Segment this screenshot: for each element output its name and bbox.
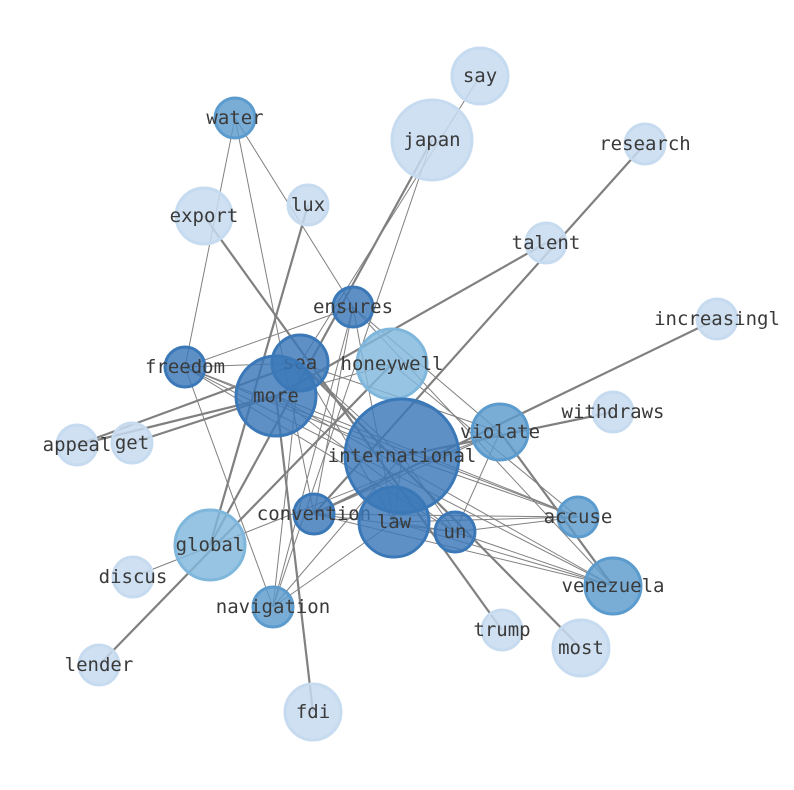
node-label: international	[328, 445, 477, 467]
node-talent[interactable]: talent	[512, 221, 581, 265]
node-circle[interactable]	[591, 390, 635, 434]
node-discus[interactable]: discus	[99, 555, 168, 599]
node-global[interactable]: global	[173, 508, 247, 582]
node-label: say	[463, 65, 497, 87]
node-withdraws[interactable]: withdraws	[562, 390, 665, 434]
edge-ensures-convention	[313, 306, 354, 515]
edge-export-trump	[203, 215, 503, 631]
edge-freedom-navigation	[184, 366, 274, 608]
node-circle[interactable]	[111, 555, 155, 599]
node-circle[interactable]	[695, 297, 739, 341]
node-label: japan	[403, 129, 460, 151]
node-label: freedom	[145, 356, 225, 378]
node-circle[interactable]	[174, 186, 234, 246]
node-label: violate	[460, 421, 540, 443]
node-circle[interactable]	[450, 46, 510, 106]
nodes-layer: say japan research water lux export talent ensu…	[43, 46, 780, 742]
node-circle[interactable]	[480, 608, 524, 652]
node-circle[interactable]	[292, 492, 336, 536]
node-circle[interactable]	[433, 510, 477, 554]
node-freedom[interactable]: freedom	[145, 345, 225, 389]
node-label: more	[253, 385, 299, 407]
node-fdi[interactable]: fdi	[283, 682, 343, 742]
node-label: discus	[99, 566, 168, 588]
node-label: most	[558, 637, 604, 659]
node-lux[interactable]: lux	[286, 183, 330, 227]
node-circle[interactable]	[163, 345, 207, 389]
node-circle[interactable]	[173, 508, 247, 582]
edge-violate-venezuela	[499, 431, 614, 587]
node-label: talent	[512, 232, 581, 254]
node-trump[interactable]: trump	[473, 608, 531, 652]
node-circle[interactable]	[213, 96, 257, 140]
node-label: honeywell	[341, 353, 444, 375]
node-label: withdraws	[562, 401, 665, 423]
node-label: fdi	[296, 701, 330, 723]
node-law[interactable]: law	[357, 485, 431, 559]
node-circle[interactable]	[623, 122, 667, 166]
node-label: ensures	[313, 296, 393, 318]
node-appeal[interactable]: appeal	[43, 423, 112, 467]
node-honeywell[interactable]: honeywell	[341, 327, 444, 401]
node-label: navigation	[216, 596, 330, 618]
edge-ensures-navigation	[272, 306, 354, 608]
node-label: venezuela	[562, 575, 665, 597]
edge-ensures-freedom	[184, 306, 354, 368]
node-circle[interactable]	[551, 618, 611, 678]
node-label: un	[444, 521, 467, 543]
edge-water-convention	[234, 117, 315, 515]
node-label: water	[206, 107, 263, 129]
edge-lender-honeywell	[98, 363, 393, 666]
node-venezuela[interactable]: venezuela	[562, 556, 665, 616]
node-label: law	[377, 511, 412, 533]
node-lender[interactable]: lender	[65, 643, 134, 687]
node-label: accuse	[544, 506, 613, 528]
node-ensures[interactable]: ensures	[313, 285, 393, 329]
edge-fdi-more	[274, 395, 315, 713]
node-circle[interactable]	[251, 585, 295, 629]
node-get[interactable]: get	[110, 421, 154, 465]
node-most[interactable]: most	[551, 618, 611, 678]
node-export[interactable]: export	[170, 186, 239, 246]
node-label: increasingl	[654, 308, 780, 330]
node-japan[interactable]: japan	[390, 98, 474, 182]
node-circle[interactable]	[583, 556, 643, 616]
node-circle[interactable]	[331, 285, 375, 329]
node-label: lender	[65, 654, 134, 676]
node-label: convention	[257, 503, 371, 525]
node-increasingl[interactable]: increasingl	[654, 297, 780, 341]
edge-most-sea	[299, 362, 582, 649]
node-circle[interactable]	[283, 682, 343, 742]
node-water[interactable]: water	[206, 96, 264, 140]
node-navigation[interactable]: navigation	[216, 585, 330, 629]
node-circle[interactable]	[556, 495, 600, 539]
node-circle[interactable]	[110, 421, 154, 465]
node-label: appeal	[43, 434, 112, 456]
node-un[interactable]: un	[433, 510, 477, 554]
node-research[interactable]: research	[599, 122, 691, 166]
node-circle[interactable]	[286, 183, 330, 227]
node-circle[interactable]	[524, 221, 568, 265]
node-label: research	[599, 133, 691, 155]
node-circle[interactable]	[470, 402, 530, 462]
node-more[interactable]: more	[234, 354, 318, 438]
node-label: lux	[291, 194, 325, 216]
edge-law-venezuela	[393, 521, 614, 587]
node-label: global	[176, 534, 245, 556]
node-convention[interactable]: convention	[257, 492, 371, 536]
node-circle[interactable]	[234, 354, 318, 438]
node-international[interactable]: international	[328, 397, 477, 515]
node-circle[interactable]	[77, 643, 121, 687]
node-violate[interactable]: violate	[460, 402, 540, 462]
node-label: trump	[473, 619, 530, 641]
node-label: export	[170, 205, 239, 227]
node-circle[interactable]	[390, 98, 474, 182]
node-label: get	[115, 432, 149, 454]
node-circle[interactable]	[55, 423, 99, 467]
node-circle[interactable]	[357, 485, 431, 559]
node-say[interactable]: say	[450, 46, 510, 106]
node-accuse[interactable]: accuse	[544, 495, 613, 539]
